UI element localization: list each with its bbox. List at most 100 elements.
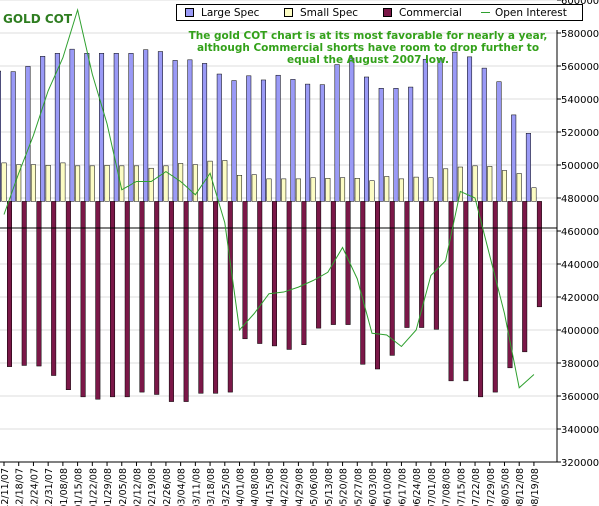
y-tick-label: 360000 [561, 392, 599, 403]
small-spec-bar [325, 178, 331, 202]
commercial-bar [139, 201, 145, 393]
commercial-bar [21, 201, 27, 366]
y-tick-label: 540000 [561, 95, 599, 106]
large-spec-bar [481, 67, 487, 202]
large-spec-swatch [185, 7, 194, 17]
large-spec-bar [172, 60, 178, 202]
commercial-bar [448, 201, 454, 382]
legend-label-large-spec: Large Spec [201, 7, 260, 19]
large-spec-bar [378, 88, 384, 202]
small-spec-swatch [284, 7, 293, 17]
y-tick-label: 520000 [561, 128, 599, 139]
small-spec-bar [516, 173, 522, 202]
y-tick-label: 420000 [561, 293, 599, 304]
small-spec-bar [207, 160, 213, 202]
open-interest-series [3, 7, 535, 389]
x-tick-label: 03/18/08 [206, 468, 217, 506]
small-spec-bar [75, 165, 81, 202]
small-spec-bar [192, 164, 198, 202]
large-spec-bar [467, 56, 473, 202]
large-spec-bar [275, 74, 281, 202]
commercial-bar [80, 201, 86, 398]
small-spec-bar [531, 187, 537, 202]
small-spec-bar [178, 163, 184, 202]
x-tick-label: 12/31/07 [44, 468, 55, 506]
x-tick-label: 05/20/08 [339, 468, 350, 506]
small-spec-bar [457, 166, 463, 202]
small-spec-bar [30, 164, 36, 202]
y-tick-label: 340000 [561, 425, 599, 436]
commercial-bar [227, 201, 233, 393]
y-tick-label: 500000 [561, 161, 599, 172]
commercial-bar [65, 201, 71, 390]
large-spec-bar [128, 53, 134, 202]
commercial-bar [51, 201, 57, 376]
x-tick-label: 07/22/08 [471, 468, 482, 506]
commercial-swatch [383, 7, 392, 17]
commercial-bar [154, 201, 160, 395]
commercial-bar [536, 201, 542, 308]
commercial-bar [286, 201, 292, 350]
commercial-bar [404, 201, 410, 328]
commercial-bar [198, 201, 204, 394]
large-spec-bar [260, 79, 266, 202]
small-spec-bar [251, 174, 257, 202]
commercial-bar [478, 201, 484, 398]
x-tick-label: 04/15/08 [265, 468, 276, 506]
large-spec-bar [393, 88, 399, 202]
x-tick-label: 08/19/08 [530, 468, 541, 506]
x-tick-label: 07/08/08 [442, 468, 453, 506]
large-spec-bar [0, 70, 1, 202]
small-spec-bar [310, 177, 316, 202]
large-spec-bar [437, 58, 443, 202]
bars [0, 48, 542, 402]
small-spec-bar [281, 178, 287, 202]
chart-legend: Large Spec Small Spec Commercial Open In… [176, 4, 583, 21]
large-spec-bar [54, 53, 60, 202]
small-spec-bar [1, 162, 7, 202]
x-tick-label: 08/05/08 [500, 468, 511, 506]
x-tick-label: 04/29/08 [294, 468, 305, 506]
x-tick-label: 07/15/08 [456, 468, 467, 506]
small-spec-bar [89, 165, 95, 202]
x-tick-label: 06/17/08 [397, 468, 408, 506]
x-tick-label: 02/26/08 [162, 468, 173, 506]
commercial-bar [389, 201, 395, 356]
chart-title: GOLD COT [3, 12, 73, 26]
commercial-bar [242, 201, 248, 340]
commercial-bar [375, 201, 380, 370]
small-spec-bar [104, 165, 110, 202]
large-spec-bar [246, 75, 252, 202]
x-tick-label: 02/05/08 [118, 468, 129, 506]
large-spec-bar [305, 83, 311, 202]
open-interest-swatch [481, 11, 490, 13]
large-spec-bar [216, 73, 222, 202]
x-tick-label: 05/13/08 [324, 468, 335, 506]
y-tick-label: 320000 [561, 458, 599, 469]
x-tick-label: 03/25/08 [221, 468, 232, 506]
small-spec-bar [340, 177, 346, 202]
commercial-bar [522, 201, 528, 353]
small-spec-bar [163, 165, 169, 202]
small-spec-bar [148, 167, 154, 202]
small-spec-bar [398, 178, 404, 202]
large-spec-bar [143, 49, 149, 202]
large-spec-bar [157, 51, 163, 202]
commercial-bar [301, 201, 307, 345]
x-tick-label: 04/22/08 [280, 468, 291, 506]
small-spec-bar [384, 176, 390, 202]
small-spec-bar [472, 165, 478, 202]
commercial-bar [7, 201, 12, 367]
large-spec-bar [113, 53, 119, 202]
large-spec-bar [511, 114, 517, 202]
annotation-line-3: equal the August 2007 low. [287, 54, 449, 66]
x-tick-label: 02/12/08 [132, 468, 143, 506]
commercial-bar [110, 201, 116, 398]
large-spec-bar [319, 84, 325, 202]
large-spec-bar [40, 56, 46, 202]
x-tick-label: 01/29/08 [103, 468, 114, 506]
y-tick-label: 600000 [561, 0, 599, 7]
commercial-bar [271, 201, 277, 347]
y-tick-label: 380000 [561, 359, 599, 370]
